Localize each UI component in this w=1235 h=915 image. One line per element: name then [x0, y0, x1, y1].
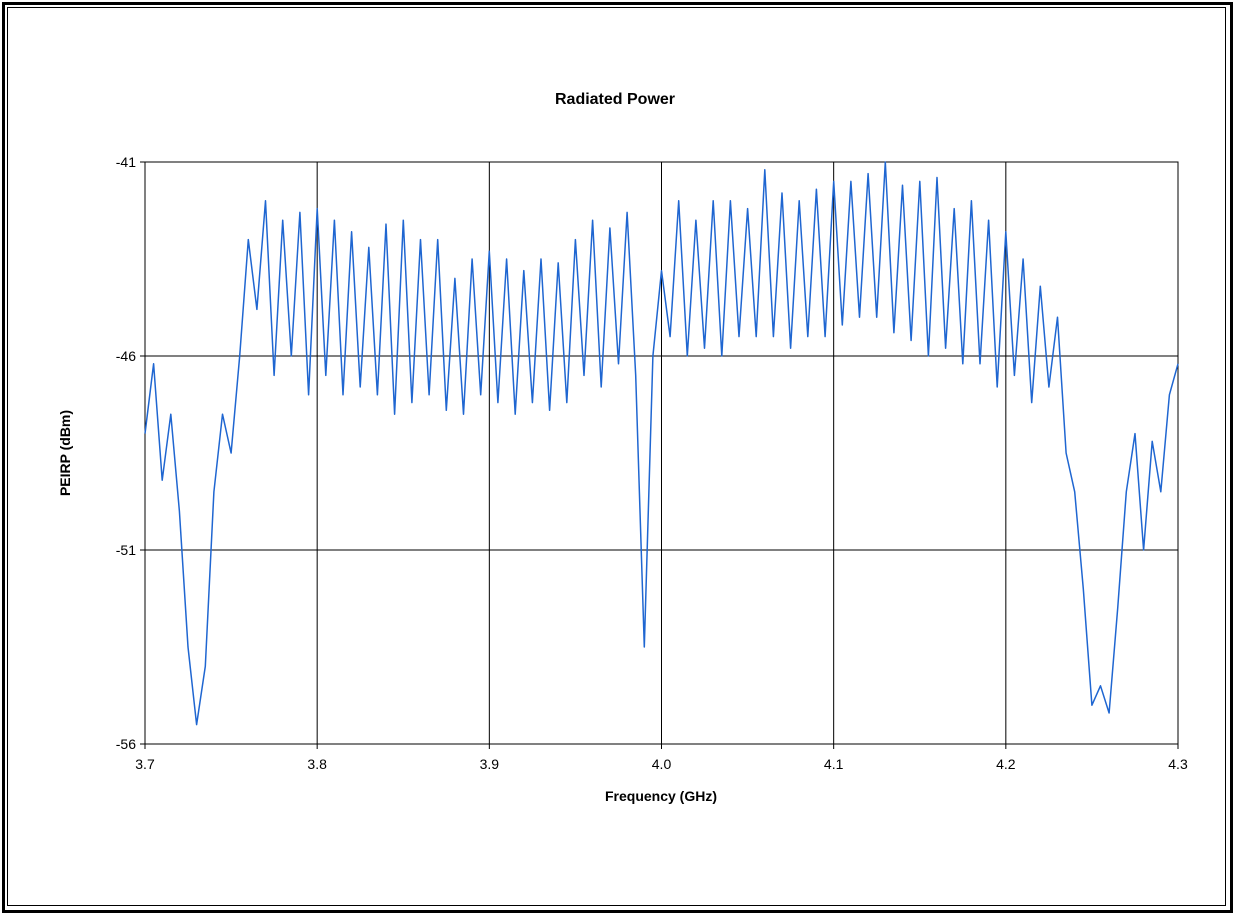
axis-ticks: 3.7 3.8 3.9 4.0 4.1 4.2 4.3 -41 -46 -51 -56 — [116, 154, 1188, 772]
series-group — [144, 161, 1179, 726]
x-tick-label: 4.1 — [824, 756, 844, 772]
chart-title: Radiated Power — [555, 91, 675, 108]
gridlines — [145, 162, 1178, 744]
x-tick-label: 4.0 — [652, 756, 672, 772]
y-tick-label: -56 — [116, 736, 136, 752]
y-tick-label: -46 — [116, 348, 136, 364]
x-tick-label: 3.9 — [480, 756, 500, 772]
x-tick-label: 4.3 — [1168, 756, 1188, 772]
y-tick-label: -51 — [116, 542, 136, 558]
x-tick-label: 3.8 — [307, 756, 327, 772]
y-axis-title: PEIRP (dBm) — [57, 410, 73, 496]
y-tick-label: -41 — [116, 154, 136, 170]
x-tick-label: 3.7 — [135, 756, 155, 772]
chart-inner-frame — [7, 7, 1226, 906]
x-tick-label: 4.2 — [996, 756, 1016, 772]
series-line — [144, 161, 1179, 726]
x-axis-title: Frequency (GHz) — [605, 788, 717, 804]
